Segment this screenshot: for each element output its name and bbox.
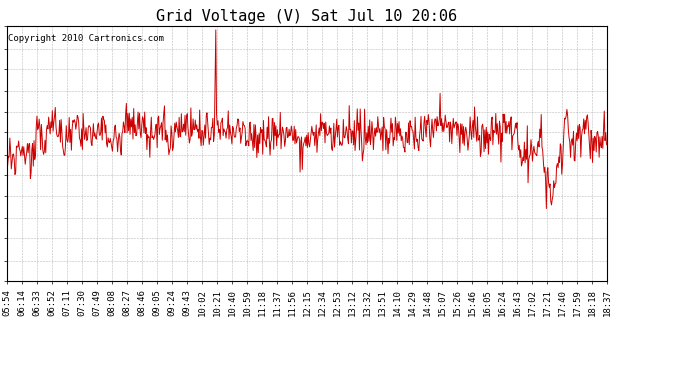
Title: Grid Voltage (V) Sat Jul 10 20:06: Grid Voltage (V) Sat Jul 10 20:06 (157, 9, 457, 24)
Text: Copyright 2010 Cartronics.com: Copyright 2010 Cartronics.com (8, 34, 164, 43)
